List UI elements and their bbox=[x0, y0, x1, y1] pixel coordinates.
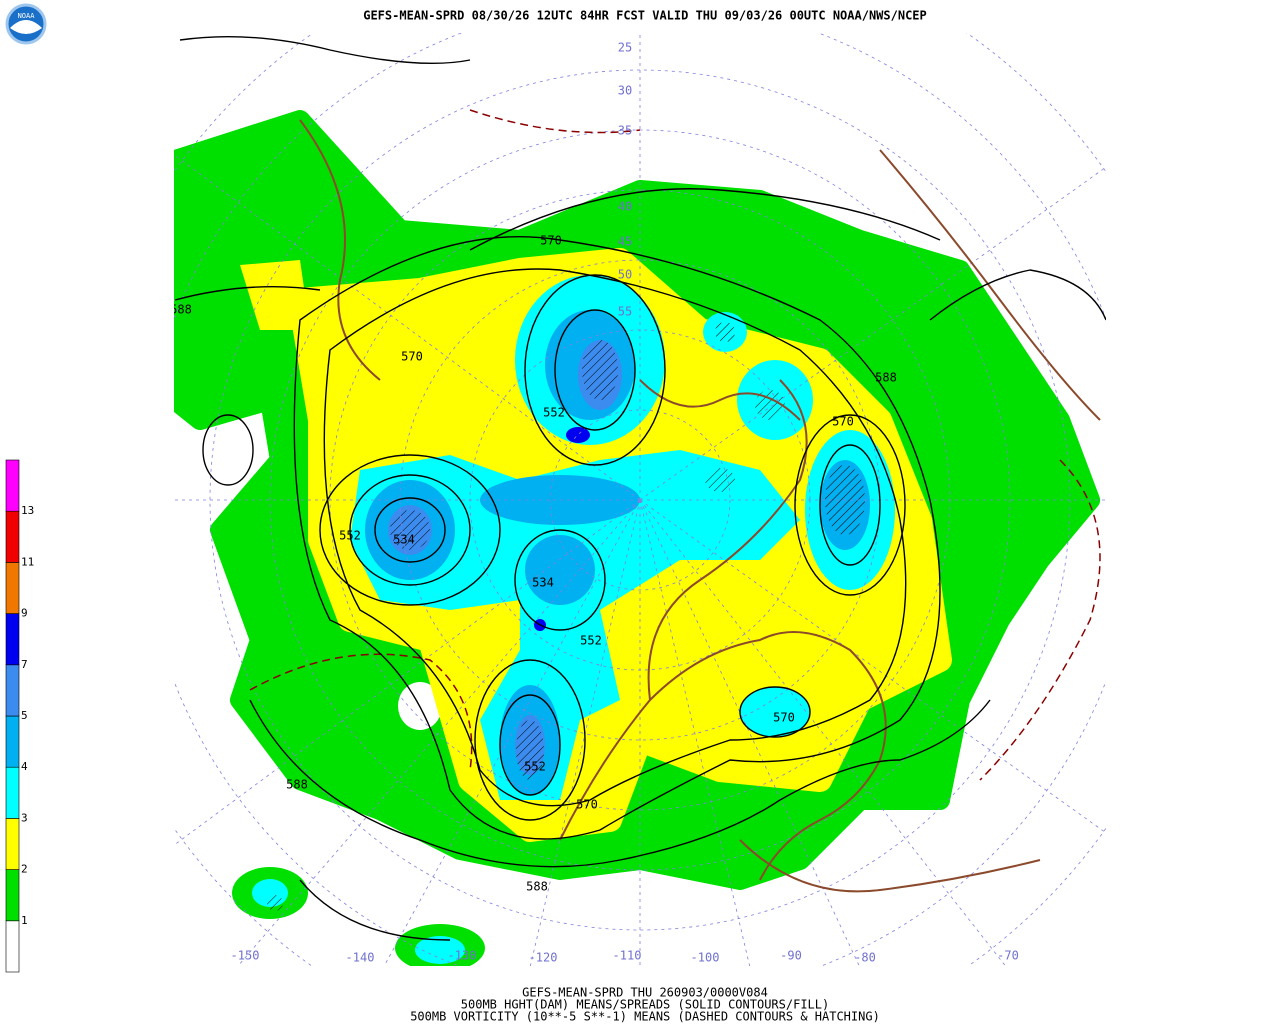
contour-label: 552 bbox=[580, 634, 602, 648]
contour-label: 570 bbox=[773, 711, 795, 725]
latitude-label: 35 bbox=[618, 124, 632, 138]
height-contours bbox=[174, 35, 1106, 941]
lat-lon-grid bbox=[174, 33, 1106, 966]
latitude-label: 55 bbox=[618, 305, 632, 319]
colorbar-label: 4 bbox=[21, 760, 28, 773]
colorbar-label: 9 bbox=[21, 607, 28, 620]
longitude-label: -130 bbox=[448, 949, 477, 963]
contour-label: 570 bbox=[832, 415, 854, 429]
footer-line: 500MB VORTICITY (10**-5 S**-1) MEANS (DA… bbox=[410, 1010, 880, 1024]
footer-line: GEFS-MEAN-SPRD THU 260903/0000V084 bbox=[522, 986, 768, 1000]
colorbar-swatch bbox=[5, 818, 20, 870]
vorticity-contours bbox=[249, 109, 1101, 781]
contour-label: 570 bbox=[540, 234, 562, 248]
longitude-label: -150 bbox=[231, 949, 260, 963]
colorbar-label: 13 bbox=[21, 504, 34, 517]
longitude-label: -90 bbox=[780, 949, 802, 963]
colorbar-swatch bbox=[5, 869, 20, 922]
latitude-label: 30 bbox=[618, 84, 632, 98]
coastlines bbox=[299, 119, 1101, 893]
longitude-label: -100 bbox=[691, 951, 720, 965]
longitude-label: -110 bbox=[613, 949, 642, 963]
noaa-logo: NOAA bbox=[5, 3, 47, 45]
contour-label: 570 bbox=[401, 350, 423, 364]
contour-label: 570 bbox=[576, 798, 598, 812]
colorbar-swatch bbox=[5, 715, 20, 768]
latitude-label: 50 bbox=[618, 268, 632, 282]
contour-label: 534 bbox=[532, 576, 554, 590]
contour-label: 552 bbox=[524, 760, 546, 774]
colorbar-label: 7 bbox=[21, 658, 28, 671]
contour-label: 552 bbox=[543, 406, 565, 420]
colorbar-swatch bbox=[5, 510, 20, 563]
contour-label: 552 bbox=[339, 529, 361, 543]
map: 570 588 570 552 588 570 552 534 534 552 570 552 570 5… bbox=[170, 33, 1106, 966]
colorbar-swatch bbox=[5, 459, 20, 512]
contour-label: 588 bbox=[286, 778, 308, 792]
contour-label: 588 bbox=[170, 303, 192, 317]
colorbar-label: 3 bbox=[21, 811, 28, 824]
colorbar-swatch bbox=[5, 766, 20, 819]
colorbar-label: 1 bbox=[21, 914, 28, 927]
contour-label: 588 bbox=[526, 880, 548, 894]
colorbar-swatch bbox=[5, 613, 20, 666]
colorbar-label: 11 bbox=[21, 555, 34, 568]
colorbar-swatch bbox=[5, 562, 20, 614]
footer-line: 500MB HGHT(DAM) MEANS/SPREADS (SOLID CON… bbox=[461, 998, 829, 1012]
contour-label: 534 bbox=[393, 533, 415, 547]
title: GEFS-MEAN-SPRD 08/30/26 12UTC 84HR FCST … bbox=[363, 9, 927, 23]
colorbar-swatch bbox=[5, 920, 20, 973]
longitude-label: -140 bbox=[346, 951, 375, 965]
longitude-label: -120 bbox=[529, 951, 558, 965]
logo-text: NOAA bbox=[18, 12, 36, 20]
longitude-label: -80 bbox=[854, 951, 876, 965]
contour-label: 588 bbox=[875, 371, 897, 385]
colorbar-label: 5 bbox=[21, 709, 28, 722]
colorbar-label: 2 bbox=[21, 863, 28, 876]
longitude-label: -70 bbox=[997, 949, 1019, 963]
latitude-label: 45 bbox=[618, 235, 632, 249]
colorbar-swatch bbox=[5, 664, 20, 717]
latitude-label: 25 bbox=[618, 41, 632, 55]
latitude-label: 40 bbox=[618, 200, 632, 214]
